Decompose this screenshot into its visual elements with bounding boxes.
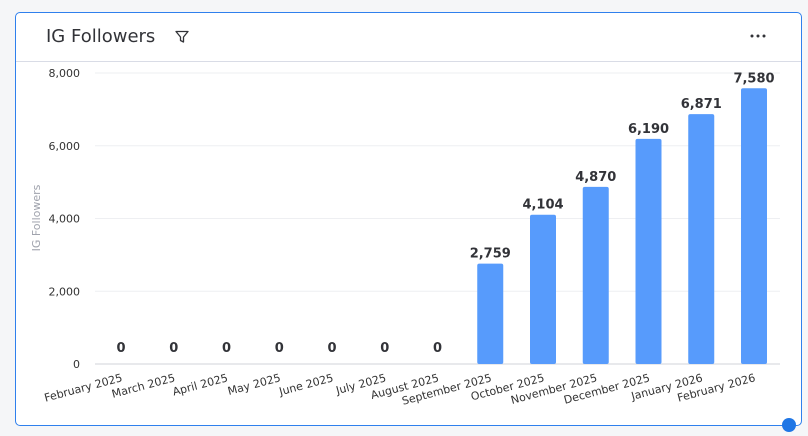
resize-handle[interactable] [782,418,796,432]
x-tick-label: May 2025 [226,371,282,398]
data-label: 0 [169,341,178,356]
y-tick-label: 8,000 [49,67,81,80]
filter-icon[interactable] [174,29,190,45]
widget-header: IG Followers [16,13,801,62]
bar [582,186,609,364]
widget-title: IG Followers [46,26,156,47]
x-tick-label: April 2025 [171,371,229,398]
data-label: 7,580 [733,71,774,86]
more-horizontal-icon[interactable] [749,27,767,45]
data-label: 4,870 [575,170,616,185]
data-label: 6,190 [628,122,669,137]
data-label: 0 [275,341,284,356]
data-label: 6,871 [681,97,722,112]
y-tick-label: 4,000 [49,213,81,226]
data-label: 0 [433,341,442,356]
bar [688,114,715,364]
y-tick-label: 0 [73,358,80,371]
y-tick-label: 2,000 [49,285,81,298]
data-label: 4,104 [522,198,563,213]
data-label: 0 [116,341,125,356]
data-label: 0 [380,341,389,356]
bar [477,263,504,364]
data-label: 0 [327,341,336,356]
data-label: 2,759 [470,247,511,262]
bar [530,214,556,364]
y-axis-label: IG Followers [30,184,43,251]
bar [635,138,662,364]
x-tick-label: June 2025 [277,371,335,398]
bar [741,88,767,364]
data-label: 0 [222,341,231,356]
y-tick-label: 6,000 [49,140,81,153]
